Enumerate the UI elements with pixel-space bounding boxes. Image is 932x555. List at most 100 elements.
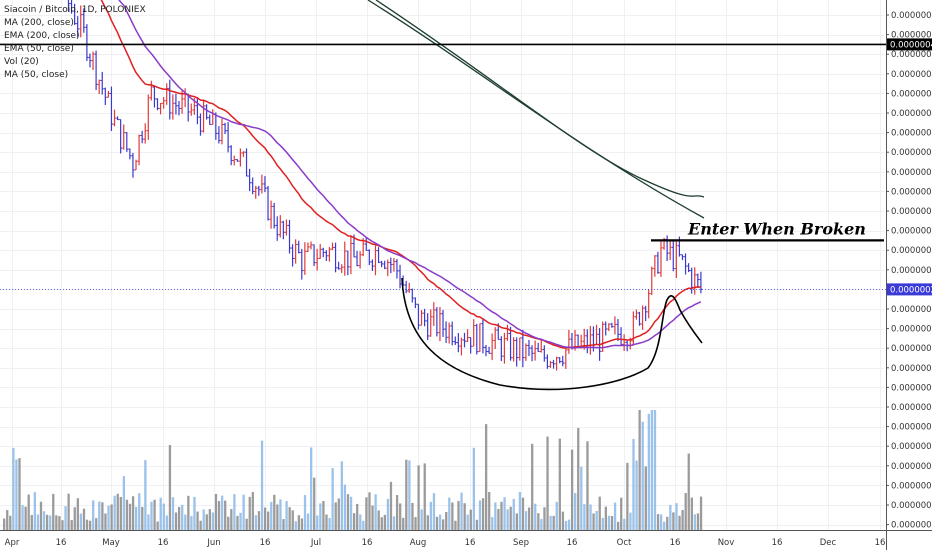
volume-bar xyxy=(635,460,638,530)
volume-bar xyxy=(331,468,334,530)
x-tick-label: 16 xyxy=(465,538,476,548)
volume-bar xyxy=(30,514,33,530)
volume-bar xyxy=(122,476,126,530)
volume-bar xyxy=(291,510,294,530)
volume-bar xyxy=(159,497,162,530)
volume-bar xyxy=(408,460,411,530)
volume-bar xyxy=(356,503,359,530)
volume-bar xyxy=(279,499,282,530)
volume-bar xyxy=(555,501,558,530)
volume-bar xyxy=(512,498,515,530)
volume-bar xyxy=(67,493,70,530)
volume-bar xyxy=(362,520,365,530)
volume-bar xyxy=(263,507,267,530)
volume-bar xyxy=(389,481,393,530)
volume-bar xyxy=(675,503,678,530)
volume-bar xyxy=(300,518,304,530)
volume-bar xyxy=(448,497,451,530)
volume-bar xyxy=(451,502,454,530)
volume-bar xyxy=(610,516,614,530)
y-tick-label: 0.00000032 xyxy=(891,207,932,217)
y-tick-label: 0.00000018 xyxy=(891,344,932,354)
x-tick-label: Jun xyxy=(206,538,220,548)
y-tick-label: 0.00000034 xyxy=(891,187,932,197)
volume-bar xyxy=(699,496,703,530)
y-tick-label: 0.00000020 xyxy=(891,325,932,335)
volume-bar xyxy=(620,497,623,530)
volume-bar xyxy=(580,466,583,530)
volume-bar xyxy=(104,513,107,530)
x-tick-label: 16 xyxy=(567,538,578,548)
ema-50-line xyxy=(100,0,701,349)
volume-bar xyxy=(601,517,604,530)
volume-bar xyxy=(61,520,64,530)
volume-bar xyxy=(79,513,83,530)
volume-bar xyxy=(131,496,135,530)
volume-bar xyxy=(64,506,67,530)
volume-bar xyxy=(368,492,371,530)
volume-bar xyxy=(647,413,650,530)
volume-bar xyxy=(202,509,205,530)
volume-bar xyxy=(617,521,620,530)
volume-bar xyxy=(564,520,568,530)
x-tick-label: Sep xyxy=(513,538,529,548)
volume-bar xyxy=(107,505,110,530)
volume-bar xyxy=(282,519,285,530)
volume-bar xyxy=(245,518,248,530)
volume-bar xyxy=(509,506,512,530)
volume-bar xyxy=(552,515,555,530)
volume-bar xyxy=(144,460,147,530)
volume-bar xyxy=(343,484,347,530)
volume-bar xyxy=(70,520,73,530)
x-tick-label: 16 xyxy=(260,538,271,548)
volume-bar xyxy=(399,503,402,530)
volume-bar xyxy=(423,463,426,530)
volume-bar xyxy=(230,509,233,530)
x-tick-label: Apr xyxy=(5,538,20,548)
y-tick-label: 0.00000016 xyxy=(891,364,932,374)
volume-bar xyxy=(659,514,663,530)
volume-bar xyxy=(128,503,132,530)
volume-bar xyxy=(224,500,227,530)
volume-bar xyxy=(297,515,301,530)
current-price-tag xyxy=(887,283,932,296)
volume-bar xyxy=(82,508,86,530)
volume-bar xyxy=(558,438,561,530)
x-tick-label: Aug xyxy=(410,538,427,548)
volume-bar xyxy=(543,507,546,530)
volume-bar xyxy=(613,502,617,530)
volume-bar xyxy=(233,494,236,530)
volume-bar xyxy=(165,515,169,530)
volume-bar xyxy=(414,517,417,530)
y-tick-label: 0.00000050 xyxy=(891,31,932,41)
volume-bar xyxy=(478,500,482,530)
volume-bar xyxy=(196,511,199,530)
volume-bar xyxy=(316,515,319,530)
volume-bar xyxy=(632,438,635,530)
x-tick-label: Dec xyxy=(820,538,837,548)
y-tick-label: 0.00000042 xyxy=(891,109,932,119)
volume-bar xyxy=(6,510,9,530)
volume-bar xyxy=(138,493,141,530)
volume-bar xyxy=(251,492,254,530)
y-tick-label: 0.00000012 xyxy=(891,403,932,413)
volume-bar xyxy=(24,506,27,530)
volume-bar xyxy=(417,465,420,530)
volume-bar xyxy=(380,517,383,530)
volume-bar xyxy=(687,453,690,530)
volume-bar xyxy=(177,506,181,530)
volume-bar xyxy=(254,515,258,530)
volume-bar xyxy=(524,511,528,530)
volume-bar xyxy=(503,497,506,530)
volume-bar xyxy=(227,516,230,530)
volume-bar xyxy=(395,495,399,530)
volume-bar xyxy=(193,496,196,530)
y-tick-label: 0.00000028 xyxy=(891,246,932,256)
volume-bar xyxy=(303,495,307,530)
volume-bar xyxy=(629,512,632,530)
volume-bar xyxy=(537,513,540,530)
volume-bar xyxy=(402,517,405,530)
volume-bar xyxy=(52,493,55,530)
